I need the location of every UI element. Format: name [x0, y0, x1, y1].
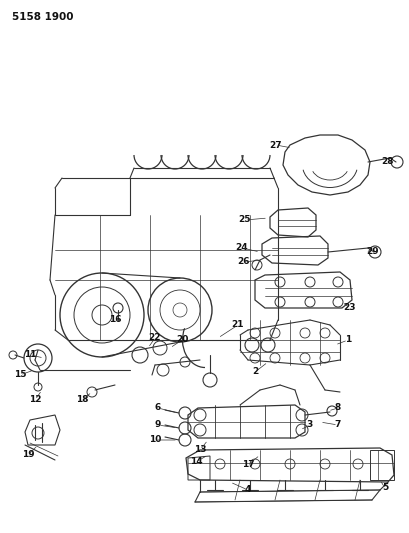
Text: 9: 9 — [155, 421, 161, 430]
Text: 20: 20 — [175, 335, 188, 344]
Text: 4: 4 — [244, 486, 251, 495]
Text: 10: 10 — [148, 435, 161, 445]
Text: 7: 7 — [334, 421, 340, 430]
Text: 24: 24 — [235, 244, 248, 253]
Text: 1: 1 — [344, 335, 350, 344]
Text: 19: 19 — [22, 450, 34, 459]
Text: 23: 23 — [343, 303, 355, 312]
Text: 22: 22 — [148, 334, 161, 343]
Text: 25: 25 — [238, 215, 251, 224]
Text: 12: 12 — [29, 395, 41, 405]
Text: 8: 8 — [334, 403, 340, 413]
Text: 15: 15 — [14, 370, 26, 379]
Text: 14: 14 — [189, 457, 202, 466]
Text: 3: 3 — [306, 421, 312, 430]
Text: 6: 6 — [155, 403, 161, 413]
Text: 17: 17 — [241, 461, 254, 470]
Text: 16: 16 — [108, 316, 121, 325]
Text: 5: 5 — [381, 483, 387, 492]
Text: 28: 28 — [381, 157, 393, 166]
Text: 21: 21 — [231, 320, 244, 329]
Text: 26: 26 — [237, 257, 249, 266]
Text: 2: 2 — [251, 367, 258, 376]
Text: 13: 13 — [193, 446, 206, 455]
Text: 27: 27 — [269, 141, 282, 149]
Text: 11: 11 — [24, 351, 36, 359]
Text: 5158 1900: 5158 1900 — [12, 12, 73, 22]
Text: 29: 29 — [366, 247, 378, 256]
Text: 18: 18 — [76, 395, 88, 405]
